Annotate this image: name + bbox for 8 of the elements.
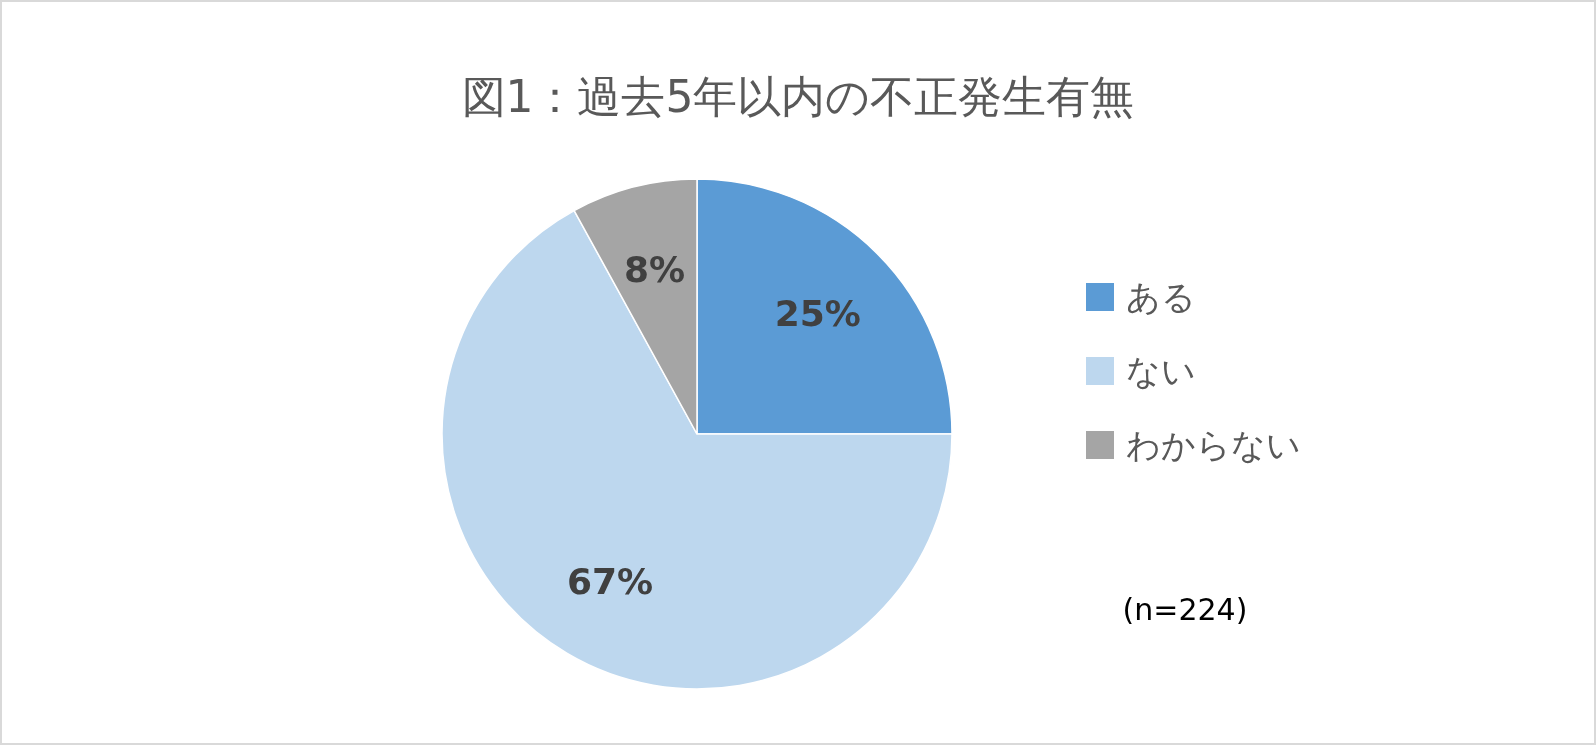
data-label: 67% (566, 561, 654, 603)
legend-label: ある (1126, 277, 1196, 317)
chart-title: 図1：過去5年以内の不正発生有無 (461, 71, 1135, 122)
text: (n=224) (1122, 592, 1248, 627)
legend-label: ない (1126, 351, 1196, 391)
data-label: 8% (623, 248, 686, 290)
legend-label: わからない (1126, 425, 1301, 465)
data-label: 25% (774, 293, 861, 335)
